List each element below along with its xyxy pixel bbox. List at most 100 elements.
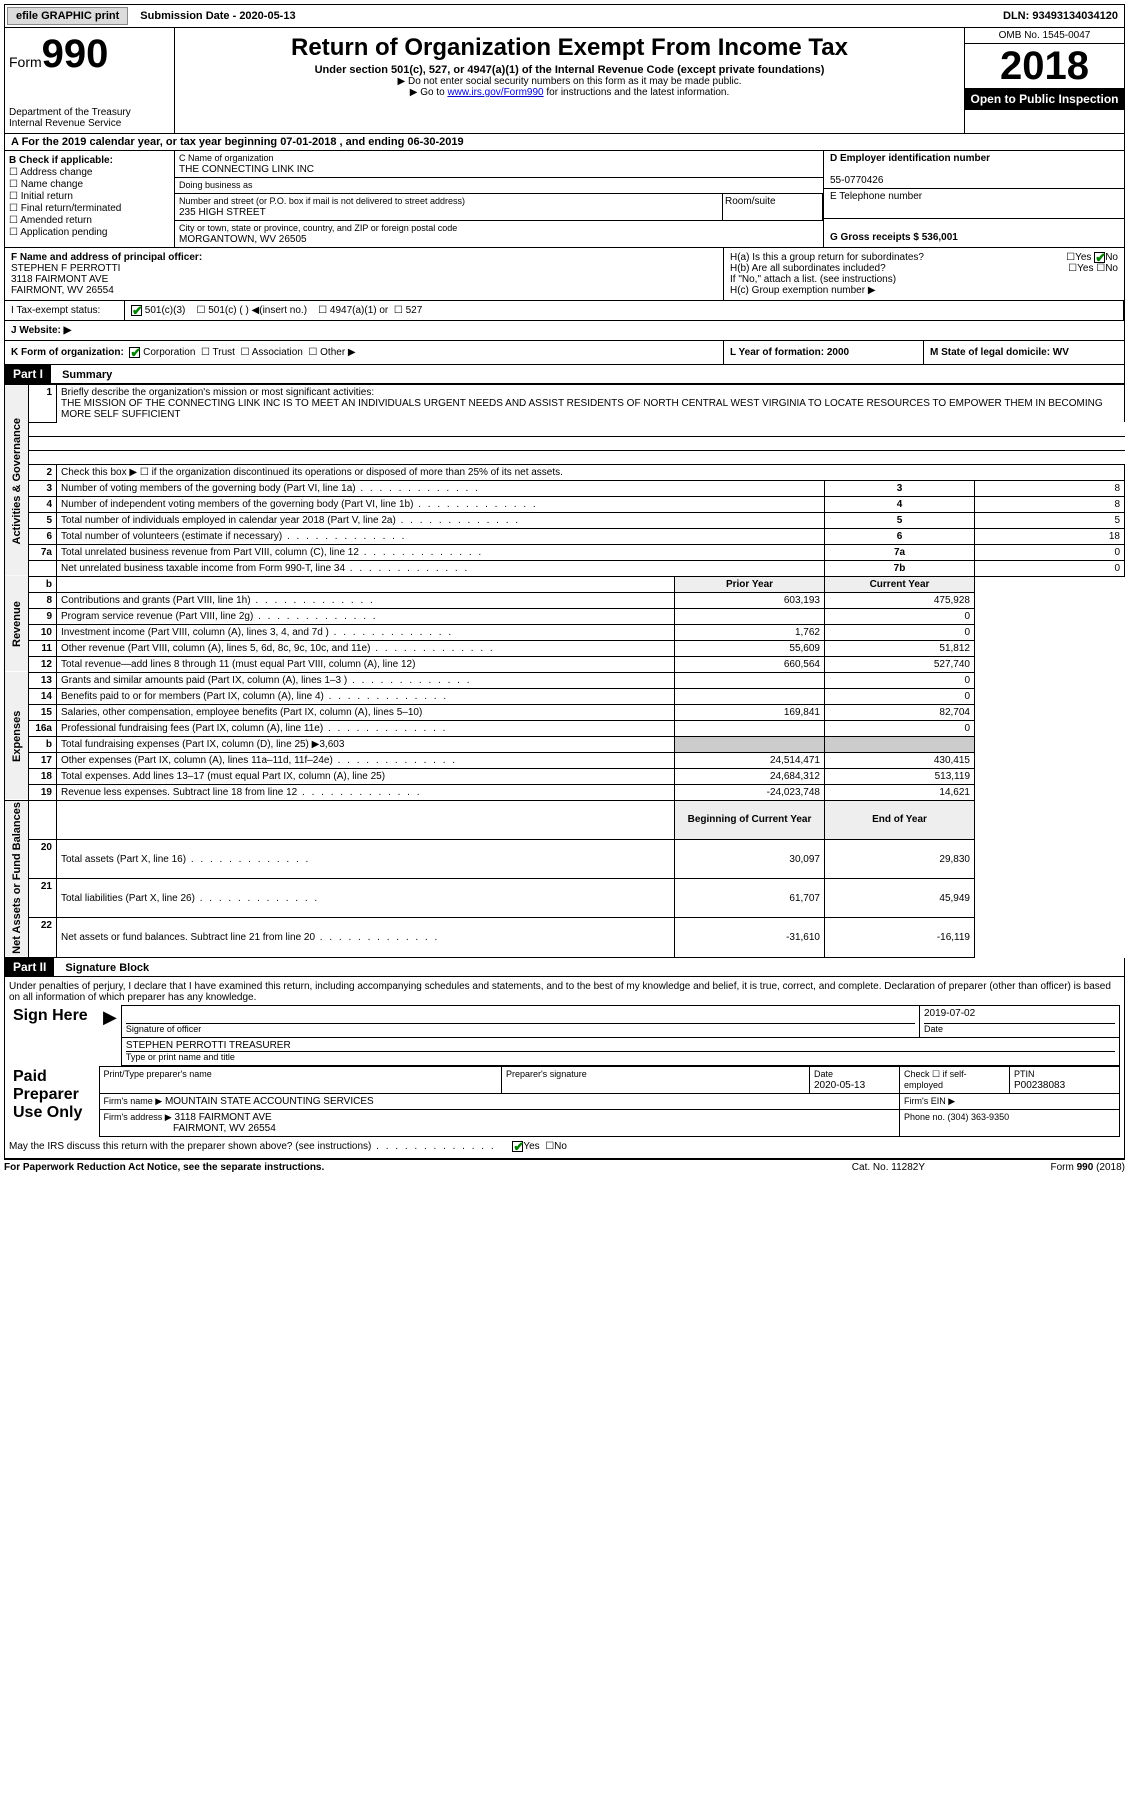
opt-527: 527 (406, 305, 423, 316)
begin-val: -31,610 (675, 918, 825, 957)
chk-501c3[interactable] (131, 305, 142, 316)
omb-number: OMB No. 1545-0047 (965, 28, 1124, 44)
prior-shade (675, 736, 825, 752)
i-label: I Tax-exempt status: (5, 301, 125, 320)
opt-amended: Amended return (20, 215, 92, 226)
side-netassets: Net Assets or Fund Balances (5, 800, 29, 957)
sig-name-label: Type or print name and title (126, 1052, 235, 1062)
discuss-yes-checkbox[interactable] (512, 1141, 523, 1152)
line-no: 15 (29, 704, 57, 720)
sig-date-cell: 2019-07-02 Date (920, 1005, 1120, 1037)
chk-corporation[interactable] (129, 347, 140, 358)
prep-check-cell: Check ☐ if self-employed (900, 1066, 1010, 1093)
opt-initial-return: Initial return (21, 191, 73, 202)
line-desc: Net unrelated business taxable income fr… (57, 560, 825, 576)
form-header: Form990 Department of the Treasury Inter… (4, 28, 1125, 134)
rev-row-12: 12 Total revenue—add lines 8 through 11 … (5, 656, 1125, 672)
exp-row-16b: b Total fundraising expenses (Part IX, c… (5, 736, 1125, 752)
header-center: Return of Organization Exempt From Incom… (175, 28, 964, 133)
rev-row-8: 8 Contributions and grants (Part VIII, l… (5, 592, 1125, 608)
sign-here-label: Sign Here (9, 1005, 99, 1065)
col-current: Current Year (825, 576, 975, 592)
opt-other: Other ▶ (320, 347, 355, 358)
gov-row-6: 6 Total number of volunteers (estimate i… (5, 528, 1125, 544)
line-box: 7a (825, 544, 975, 560)
ha-yes[interactable]: ☐Yes (1066, 252, 1091, 263)
footer-left: For Paperwork Reduction Act Notice, see … (4, 1162, 852, 1173)
side-expenses: Expenses (5, 672, 29, 800)
tax-exempt-options: 501(c)(3) ☐ 501(c) ( ) ◀(insert no.) ☐ 4… (125, 301, 1124, 320)
line-desc: Number of independent voting members of … (57, 496, 825, 512)
section-de: D Employer identification number 55-0770… (824, 151, 1124, 247)
line-desc: Revenue less expenses. Subtract line 18 … (57, 784, 675, 800)
exp-row-14: 14 Benefits paid to or for members (Part… (5, 688, 1125, 704)
irs-link[interactable]: www.irs.gov/Form990 (447, 87, 543, 98)
line-desc: Total number of individuals employed in … (57, 512, 825, 528)
curr-val: 527,740 (825, 656, 975, 672)
chk-final-return[interactable]: ☐ Final return/terminated (9, 203, 170, 214)
rev-row-9: 9 Program service revenue (Part VIII, li… (5, 608, 1125, 624)
line-val: 0 (975, 560, 1125, 576)
line-box: 7b (825, 560, 975, 576)
form-number: Form990 (9, 32, 170, 77)
arrow-icon: ▶ (99, 1005, 121, 1065)
mission-blank-1 (29, 422, 1125, 436)
discuss-label: May the IRS discuss this return with the… (9, 1141, 496, 1152)
net-row-22: 22 Net assets or fund balances. Subtract… (5, 918, 1125, 957)
chk-initial-return[interactable]: ☐ Initial return (9, 191, 170, 202)
line-desc: Professional fundraising fees (Part IX, … (57, 720, 675, 736)
addr-row: Number and street (or P.O. box if mail i… (175, 194, 823, 221)
chk-name-change[interactable]: ☐ Name change (9, 179, 170, 190)
exp-row-19: 19 Revenue less expenses. Subtract line … (5, 784, 1125, 800)
chk-app-pending[interactable]: ☐ Application pending (9, 227, 170, 238)
officer-addr1: 3118 FAIRMONT AVE (11, 274, 108, 285)
prior-val: 24,684,312 (675, 768, 825, 784)
efile-print-button[interactable]: efile GRAPHIC print (7, 7, 128, 25)
prep-check-label: Check ☐ if self-employed (904, 1069, 967, 1090)
gov-row-7a: 7a Total unrelated business revenue from… (5, 544, 1125, 560)
line-no: 21 (29, 879, 57, 918)
hb-label: H(b) Are all subordinates included? (730, 263, 1068, 274)
opt-assoc: Association (252, 347, 303, 358)
line-desc: Total assets (Part X, line 16) (57, 839, 675, 878)
ha-no-checkbox[interactable] (1094, 252, 1105, 263)
mission-label: Briefly describe the organization's miss… (61, 387, 374, 398)
opt-name-change: Name change (21, 179, 83, 190)
side-activities: Activities & Governance (5, 385, 29, 577)
firm-ein-label: Firm's EIN ▶ (904, 1096, 955, 1106)
public-inspection: Open to Public Inspection (965, 88, 1124, 110)
sig-officer-label: Signature of officer (126, 1024, 201, 1034)
curr-val: 0 (825, 672, 975, 688)
line-box: 4 (825, 496, 975, 512)
opt-app-pending: Application pending (20, 227, 107, 238)
note2-suffix: for instructions and the latest informat… (544, 87, 730, 98)
line-no: 17 (29, 752, 57, 768)
dba-cell: Doing business as (175, 178, 823, 194)
firm-name: MOUNTAIN STATE ACCOUNTING SERVICES (165, 1096, 374, 1107)
prep-name-label: Print/Type preparer's name (104, 1069, 212, 1079)
hb-yes[interactable]: ☐Yes (1068, 263, 1093, 274)
curr-val: 0 (825, 720, 975, 736)
chk-address-change[interactable]: ☐ Address change (9, 167, 170, 178)
ptin-cell: PTIN P00238083 (1010, 1066, 1120, 1093)
gov-row-5: 5 Total number of individuals employed i… (5, 512, 1125, 528)
ha-label: H(a) Is this a group return for subordin… (730, 252, 1066, 263)
note-ssn: Do not enter social security numbers on … (179, 76, 960, 87)
room-suite: Room/suite (723, 194, 823, 220)
line-no: 13 (29, 672, 57, 688)
curr-val: 82,704 (825, 704, 975, 720)
hb-no-label: No (1105, 263, 1118, 274)
line-desc: Benefits paid to or for members (Part IX… (57, 688, 675, 704)
chk-amended[interactable]: ☐ Amended return (9, 215, 170, 226)
ein-label: D Employer identification number (830, 153, 990, 164)
line-no: 19 (29, 784, 57, 800)
line-desc: Total revenue—add lines 8 through 11 (mu… (57, 656, 675, 672)
line-desc: Contributions and grants (Part VIII, lin… (57, 592, 675, 608)
line-desc: Program service revenue (Part VIII, line… (57, 608, 675, 624)
curr-val: 51,812 (825, 640, 975, 656)
note2-prefix: Go to (420, 87, 447, 98)
curr-val: 0 (825, 608, 975, 624)
prior-val (675, 608, 825, 624)
line-no: b (29, 736, 57, 752)
paid-prep-label: Paid Preparer Use Only (9, 1066, 99, 1136)
